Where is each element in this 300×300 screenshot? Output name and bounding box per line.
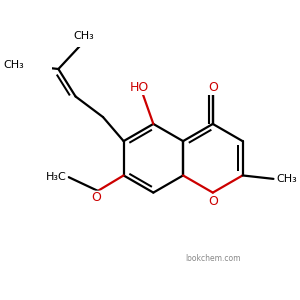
Text: lookchem.com: lookchem.com	[185, 254, 241, 263]
Text: CH₃: CH₃	[74, 31, 94, 40]
Text: CH₃: CH₃	[3, 60, 24, 70]
Text: H₃C: H₃C	[46, 172, 67, 182]
Text: CH₃: CH₃	[277, 174, 298, 184]
Text: HO: HO	[130, 81, 149, 94]
Text: O: O	[209, 81, 219, 94]
Text: O: O	[91, 191, 101, 204]
Text: O: O	[209, 195, 219, 208]
